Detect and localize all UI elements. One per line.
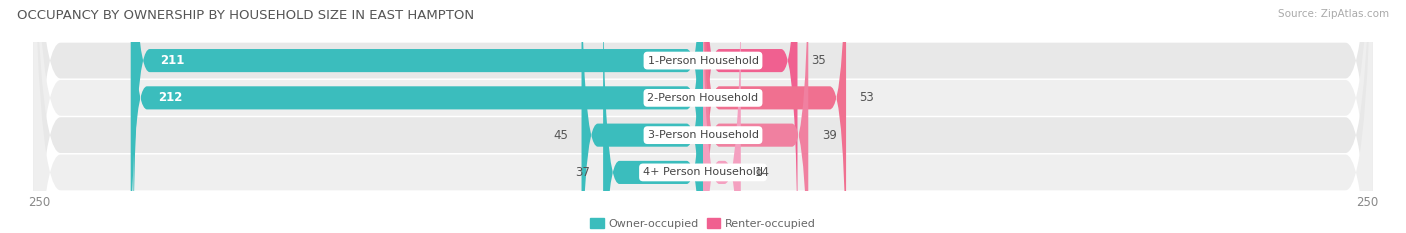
FancyBboxPatch shape: [34, 0, 1372, 233]
Text: 250: 250: [1355, 195, 1378, 209]
FancyBboxPatch shape: [34, 0, 1372, 233]
Text: OCCUPANCY BY OWNERSHIP BY HOUSEHOLD SIZE IN EAST HAMPTON: OCCUPANCY BY OWNERSHIP BY HOUSEHOLD SIZE…: [17, 9, 474, 22]
FancyBboxPatch shape: [703, 0, 846, 233]
FancyBboxPatch shape: [582, 0, 703, 233]
FancyBboxPatch shape: [34, 0, 1372, 233]
Text: 35: 35: [811, 54, 825, 67]
Text: 45: 45: [553, 129, 568, 142]
Text: 4+ Person Household: 4+ Person Household: [643, 168, 763, 177]
Text: 14: 14: [754, 166, 769, 179]
FancyBboxPatch shape: [703, 0, 797, 233]
Legend: Owner-occupied, Renter-occupied: Owner-occupied, Renter-occupied: [586, 214, 820, 233]
Text: 211: 211: [160, 54, 184, 67]
Text: 2-Person Household: 2-Person Household: [647, 93, 759, 103]
Text: 1-Person Household: 1-Person Household: [648, 56, 758, 65]
FancyBboxPatch shape: [703, 0, 741, 233]
Text: 53: 53: [859, 91, 875, 104]
FancyBboxPatch shape: [134, 0, 703, 233]
Text: 250: 250: [28, 195, 51, 209]
Text: Source: ZipAtlas.com: Source: ZipAtlas.com: [1278, 9, 1389, 19]
Text: 37: 37: [575, 166, 589, 179]
FancyBboxPatch shape: [703, 0, 808, 233]
FancyBboxPatch shape: [131, 0, 703, 233]
FancyBboxPatch shape: [34, 0, 1372, 233]
FancyBboxPatch shape: [603, 0, 703, 233]
Text: 39: 39: [821, 129, 837, 142]
Text: 3-Person Household: 3-Person Household: [648, 130, 758, 140]
Text: 212: 212: [157, 91, 181, 104]
